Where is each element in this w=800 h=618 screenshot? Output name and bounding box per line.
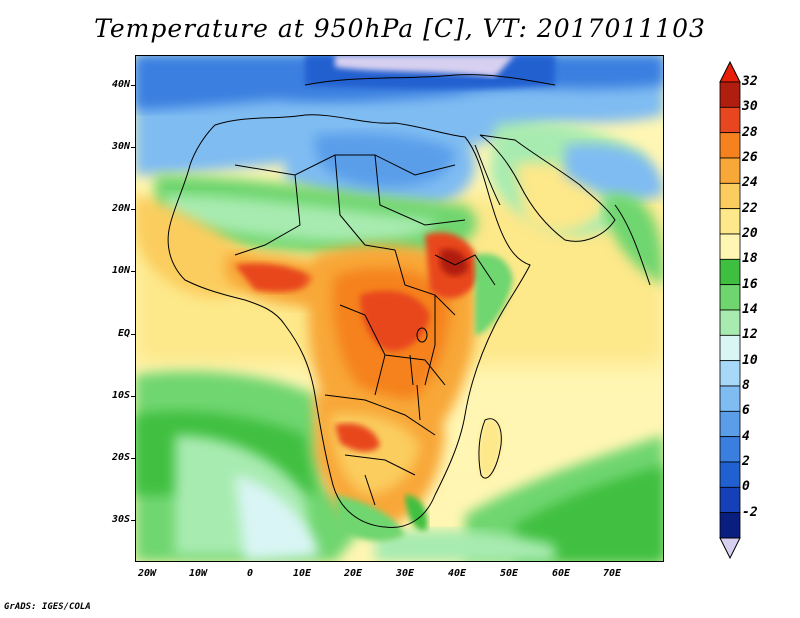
lat-label-10s: 10S <box>111 390 130 401</box>
colorbar-level-label: 14 <box>742 302 758 317</box>
lat-label-10n: 10N <box>111 265 130 276</box>
lon-label-0: 0 <box>246 568 254 579</box>
lon-label-10w: 10W <box>188 568 208 579</box>
lon-label-10e: 10E <box>292 568 312 579</box>
colorbar-swatch <box>719 385 741 412</box>
colorbar-swatch <box>719 334 741 362</box>
colorbar-swatch <box>719 208 741 235</box>
colorbar-swatch <box>719 132 741 159</box>
colorbar-level-label: 8 <box>742 378 750 393</box>
colorbar-swatch <box>719 284 741 311</box>
lon-label-50e: 50E <box>499 568 519 579</box>
lat-label-20n: 20N <box>111 203 130 214</box>
colorbar-swatch <box>719 461 741 488</box>
lon-label-20e: 20E <box>343 568 363 579</box>
colorbar-swatch <box>719 410 741 438</box>
credit-text: GrADS: IGES/COLA <box>4 602 91 612</box>
lat-tick <box>131 209 135 210</box>
lat-tick <box>131 147 135 148</box>
colorbar-swatch <box>719 512 741 539</box>
colorbar-level-label: -2 <box>742 504 758 520</box>
lat-tick <box>131 334 135 335</box>
lat-tick <box>131 520 135 521</box>
lat-tick <box>131 458 135 459</box>
lon-label-20w: 20W <box>137 568 157 579</box>
colorbar-level-label: 20 <box>742 226 758 241</box>
colorbar-level-label: 16 <box>742 276 758 292</box>
lon-label-60e: 60E <box>551 568 571 579</box>
colorbar-level-label: 12 <box>742 327 758 343</box>
lat-label-20s: 20S <box>111 452 130 463</box>
colorbar-swatch <box>719 258 741 286</box>
colorbar <box>719 60 741 560</box>
colorbar-swatch <box>719 233 741 260</box>
lon-label-30e: 30E <box>395 568 415 579</box>
colorbar-level-label: 32 <box>742 74 758 89</box>
temperature-field <box>135 55 664 562</box>
colorbar-swatch <box>719 436 741 463</box>
colorbar-level-label: 26 <box>742 150 758 165</box>
lat-tick <box>131 271 135 272</box>
colorbar-level-label: 2 <box>742 454 750 469</box>
lat-tick <box>131 396 135 397</box>
colorbar-level-label: 4 <box>742 428 750 444</box>
lon-label-40e: 40E <box>447 568 467 579</box>
colorbar-level-label: 30 <box>742 99 758 115</box>
colorbar-swatch <box>719 182 741 210</box>
lat-tick <box>131 85 135 86</box>
colorbar-level-label: 22 <box>742 200 758 216</box>
colorbar-level-label: 6 <box>742 403 750 419</box>
colorbar-swatch <box>719 81 741 108</box>
colorbar-level-label: 24 <box>742 175 758 191</box>
colorbar-swatch <box>719 309 741 336</box>
lat-label-30s: 30S <box>111 514 130 525</box>
colorbar-swatch <box>719 106 741 134</box>
colorbar-swatch <box>719 157 741 184</box>
lat-label-40n: 40N <box>111 79 130 90</box>
colorbar-level-label: 10 <box>742 352 758 368</box>
colorbar-level-label: 0 <box>742 479 750 495</box>
colorbar-swatch <box>719 486 741 514</box>
lon-label-70e: 70E <box>602 568 622 579</box>
map-title: Temperature at 950hPa [C], VT: 201701110… <box>94 14 706 43</box>
colorbar-top-arrow <box>719 60 741 83</box>
colorbar-bottom-arrow <box>719 537 741 560</box>
colorbar-swatch <box>719 360 741 387</box>
colorbar-level-label: 28 <box>742 124 758 140</box>
temperature-map <box>135 55 664 562</box>
lat-label-eq: EQ <box>117 328 130 339</box>
colorbar-level-label: 18 <box>742 251 758 267</box>
lat-label-30n: 30N <box>111 141 130 152</box>
